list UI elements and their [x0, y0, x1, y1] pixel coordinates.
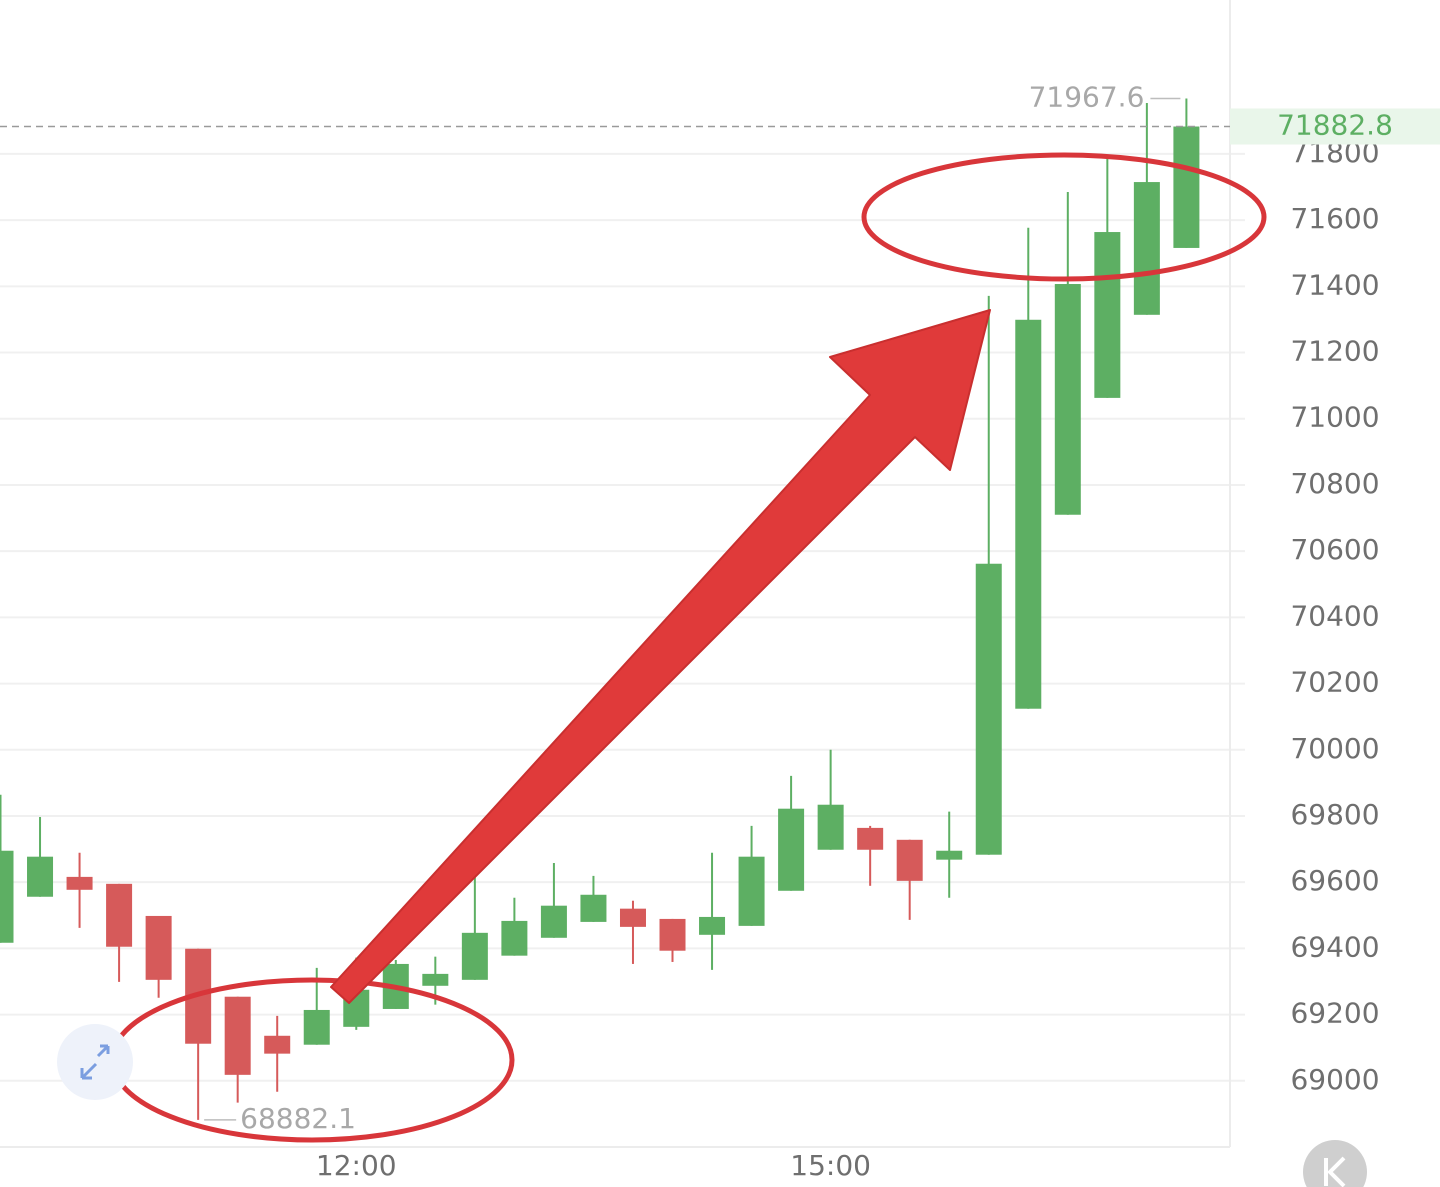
candle-body [461, 932, 488, 980]
candle-body [936, 850, 963, 860]
candle-body [778, 808, 805, 891]
logo-icon [1303, 1140, 1367, 1187]
grid [0, 152, 1245, 1082]
y-tick-label: 70200 [1290, 666, 1379, 699]
candle-body [540, 905, 567, 938]
candle-body [145, 915, 172, 980]
candle-body [1133, 182, 1160, 315]
candle-body [1015, 319, 1042, 709]
y-tick-label: 70600 [1290, 533, 1379, 566]
y-tick-label: 70400 [1290, 599, 1379, 632]
y-tick-label: 69400 [1290, 930, 1379, 963]
zoom-icon-glyph[interactable] [80, 1044, 110, 1080]
candle-body [224, 996, 251, 1075]
candle-body [817, 804, 844, 850]
candle-body [264, 1035, 291, 1054]
last-price-label: 71882.8 [1277, 109, 1393, 142]
candle-body [857, 827, 884, 850]
candle-body [0, 850, 14, 943]
candle-body [66, 876, 93, 890]
high-label: 71967.6 [1029, 80, 1145, 113]
candles [0, 98, 1200, 1120]
candle-body [1094, 232, 1121, 398]
candle-body [896, 839, 923, 881]
candle-body [699, 916, 726, 935]
candle-body [659, 918, 686, 951]
x-tick-label: 15:00 [790, 1149, 871, 1182]
candle-body [422, 973, 449, 986]
candle-body [27, 856, 54, 897]
y-tick-label: 69600 [1290, 864, 1379, 897]
candle-body [1173, 126, 1200, 248]
highlight-ellipse [861, 152, 1267, 282]
y-tick-label: 69000 [1290, 1063, 1379, 1096]
y-tick-label: 71000 [1290, 401, 1379, 434]
trend-arrow [330, 309, 991, 1004]
y-tick-label: 70000 [1290, 732, 1379, 765]
logo-glyph [1324, 1156, 1346, 1187]
candle-body [975, 563, 1002, 855]
y-tick-label: 71200 [1290, 335, 1379, 368]
y-tick-label: 69800 [1290, 798, 1379, 831]
candle-body [501, 920, 528, 956]
last-price-badge [1230, 108, 1440, 145]
x-tick-label: 12:00 [316, 1149, 397, 1182]
candle-body [738, 856, 765, 926]
candle-body [580, 894, 607, 922]
y-tick-label: 71600 [1290, 202, 1379, 235]
candle-body [619, 908, 646, 927]
labels: 69000 69200 69400 69600 69800 70000 70200 70400… [0, 80, 1440, 1182]
low-label: 68882.1 [240, 1102, 356, 1135]
zoom-icon-bg[interactable] [57, 1024, 133, 1100]
logo-bg [1303, 1140, 1367, 1187]
candle-body [303, 1009, 330, 1045]
y-tick-label: 70800 [1290, 467, 1379, 500]
candle-body [1054, 284, 1081, 515]
y-tick-label: 69200 [1290, 997, 1379, 1030]
candle-body [106, 883, 133, 947]
y-tick-label: 71400 [1290, 268, 1379, 301]
zoom-icon[interactable] [57, 1024, 133, 1100]
